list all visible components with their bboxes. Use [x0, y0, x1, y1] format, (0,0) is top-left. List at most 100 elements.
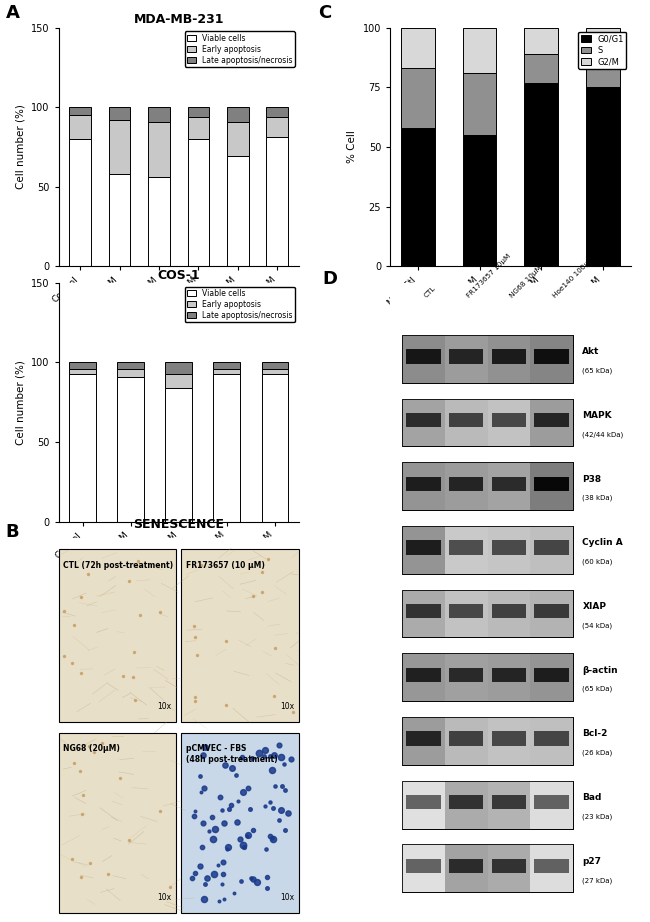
- Bar: [534, 858, 569, 873]
- Bar: [406, 477, 441, 491]
- Bar: [406, 668, 441, 682]
- Text: (60 kDa): (60 kDa): [582, 559, 613, 565]
- Bar: [488, 398, 530, 446]
- Legend: Viable cells, Early apoptosis, Late apoptosis/necrosis: Viable cells, Early apoptosis, Late apop…: [185, 287, 295, 322]
- Bar: [266, 117, 288, 137]
- Bar: [402, 335, 573, 383]
- Bar: [488, 845, 530, 892]
- Bar: [445, 335, 488, 383]
- Text: NG68 10μM: NG68 10μM: [509, 265, 543, 299]
- Bar: [445, 781, 488, 829]
- Text: FR173657 (10 μM): FR173657 (10 μM): [186, 561, 265, 570]
- Text: pCMVEC - FBS
(48h post-treatment): pCMVEC - FBS (48h post-treatment): [186, 744, 278, 763]
- Bar: [406, 349, 441, 363]
- Bar: [449, 477, 483, 491]
- Bar: [488, 590, 530, 637]
- Bar: [586, 64, 619, 88]
- Bar: [492, 858, 526, 873]
- Text: FR173657 10μM: FR173657 10μM: [466, 253, 512, 299]
- Text: D: D: [323, 270, 338, 289]
- Text: β-actin: β-actin: [582, 666, 618, 675]
- Text: XIAP: XIAP: [582, 602, 606, 611]
- Bar: [530, 654, 573, 701]
- Bar: [402, 845, 445, 892]
- Bar: [534, 795, 569, 810]
- Text: Akt: Akt: [582, 348, 600, 356]
- Bar: [492, 349, 526, 363]
- Bar: [70, 369, 96, 373]
- Bar: [70, 139, 91, 266]
- Bar: [261, 369, 288, 373]
- Text: A: A: [6, 4, 20, 22]
- Bar: [534, 349, 569, 363]
- Bar: [402, 398, 573, 446]
- Text: NG68 (20μM): NG68 (20μM): [63, 744, 120, 753]
- Bar: [406, 795, 441, 810]
- Text: 10x: 10x: [157, 702, 172, 711]
- Bar: [402, 526, 573, 573]
- Text: Bcl-2: Bcl-2: [582, 729, 608, 739]
- Bar: [213, 373, 240, 522]
- Text: SENESCENCE: SENESCENCE: [133, 518, 224, 531]
- Bar: [213, 369, 240, 373]
- Bar: [401, 28, 435, 68]
- Y-axis label: % Cell: % Cell: [347, 131, 358, 163]
- Bar: [213, 362, 240, 369]
- Bar: [449, 349, 483, 363]
- Bar: [488, 526, 530, 573]
- Bar: [530, 590, 573, 637]
- Bar: [402, 654, 445, 701]
- Text: MAPK: MAPK: [582, 411, 612, 420]
- Bar: [449, 540, 483, 555]
- Bar: [118, 362, 144, 369]
- Bar: [524, 83, 558, 266]
- Bar: [449, 858, 483, 873]
- Bar: [492, 413, 526, 427]
- Bar: [488, 781, 530, 829]
- Bar: [166, 373, 192, 388]
- Text: Bad: Bad: [582, 793, 602, 802]
- Bar: [266, 107, 288, 117]
- Text: (54 kDa): (54 kDa): [582, 622, 612, 629]
- Text: (65 kDa): (65 kDa): [582, 686, 613, 692]
- Bar: [402, 526, 573, 573]
- Bar: [445, 526, 488, 573]
- Bar: [406, 858, 441, 873]
- Bar: [261, 373, 288, 522]
- Bar: [449, 668, 483, 682]
- Bar: [586, 88, 619, 266]
- Bar: [463, 28, 497, 73]
- Bar: [402, 717, 573, 765]
- Bar: [402, 590, 573, 637]
- Bar: [148, 107, 170, 122]
- Bar: [402, 462, 573, 510]
- Bar: [402, 398, 573, 446]
- Bar: [488, 654, 530, 701]
- Text: (65 kDa): (65 kDa): [582, 368, 613, 374]
- Bar: [406, 731, 441, 746]
- Bar: [488, 717, 530, 765]
- Text: 10x: 10x: [280, 892, 294, 902]
- Text: CTL: CTL: [424, 285, 437, 299]
- Bar: [534, 731, 569, 746]
- Bar: [530, 717, 573, 765]
- Bar: [445, 654, 488, 701]
- Bar: [530, 781, 573, 829]
- Text: 10x: 10x: [280, 702, 294, 711]
- Bar: [463, 135, 497, 266]
- Text: (42/44 kDa): (42/44 kDa): [582, 431, 624, 438]
- Bar: [401, 68, 435, 128]
- Bar: [402, 462, 573, 510]
- Bar: [402, 781, 573, 829]
- Bar: [188, 107, 209, 117]
- Bar: [402, 654, 573, 701]
- Bar: [402, 526, 445, 573]
- Bar: [402, 654, 573, 701]
- Y-axis label: Cell number (%): Cell number (%): [16, 360, 25, 444]
- Bar: [227, 122, 248, 157]
- Bar: [530, 398, 573, 446]
- Bar: [166, 388, 192, 522]
- Bar: [534, 477, 569, 491]
- Bar: [109, 120, 131, 174]
- Bar: [402, 590, 573, 637]
